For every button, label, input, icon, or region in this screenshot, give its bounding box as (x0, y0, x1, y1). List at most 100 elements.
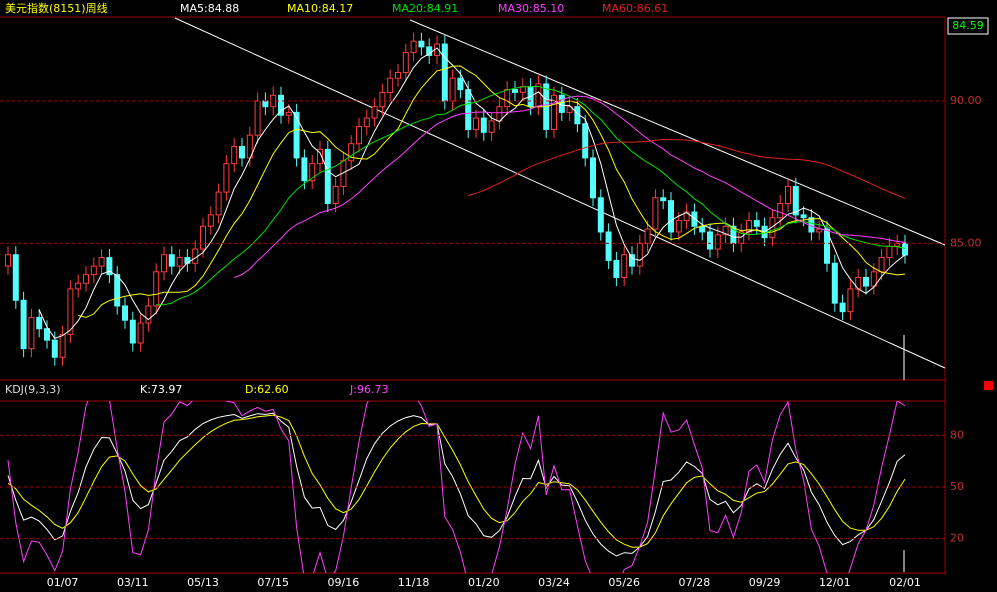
candle-body (590, 157, 596, 199)
candle-body (168, 254, 175, 267)
x-tick-label: 05/13 (187, 576, 219, 589)
candle-body (379, 91, 386, 108)
candle-body (582, 123, 589, 159)
candle-body (75, 282, 82, 290)
marker (984, 381, 993, 390)
candle-body (262, 100, 269, 108)
ma-line (38, 47, 906, 340)
candle-body (597, 197, 604, 233)
candle-body (457, 77, 464, 91)
candle-body (98, 257, 105, 267)
candle-body (44, 328, 50, 341)
x-tick-label: 09/16 (328, 576, 360, 589)
candle-body (309, 163, 316, 182)
candle-body (395, 72, 401, 79)
candle-body (418, 40, 425, 48)
candle-body (769, 217, 776, 239)
candle-body (831, 262, 838, 304)
candle-body (870, 271, 877, 287)
candle-body (699, 225, 706, 233)
candle-body (223, 163, 230, 193)
candle-body (363, 117, 370, 128)
x-tick-label: 03/11 (117, 576, 149, 589)
last-price: 84.59 (952, 19, 984, 32)
candle-body (387, 77, 394, 93)
candle-body (114, 274, 121, 307)
candle-body (551, 94, 557, 130)
candle-body (410, 40, 417, 54)
y-tick-label: 50 (950, 480, 964, 493)
trend-line (174, 17, 946, 369)
candle-body (200, 225, 206, 250)
y-tick-label: 20 (950, 532, 964, 545)
candle-body (714, 234, 721, 250)
candle-body (636, 242, 643, 267)
ma-label: MA10:84.17 (287, 2, 353, 15)
last-price-box (947, 17, 989, 35)
candle-body (28, 316, 35, 350)
candle-body (36, 316, 43, 330)
x-tick-label: 01/20 (468, 576, 500, 589)
candle-body (90, 265, 97, 276)
candle-body (668, 200, 674, 233)
candle-body (239, 146, 245, 159)
kdj-value-label: J:96.73 (349, 383, 388, 396)
candle-body (824, 228, 830, 264)
candle-body (691, 211, 698, 227)
candle-body (816, 228, 823, 233)
candle-body (847, 288, 854, 313)
candle-body (231, 146, 238, 165)
candle-body (480, 117, 487, 133)
y-tick-label: 80 (950, 428, 964, 441)
candle-body (12, 254, 19, 301)
candle-body (660, 197, 667, 202)
candle-body (153, 271, 160, 307)
candle-body (67, 288, 74, 335)
candle-body (878, 257, 885, 273)
candle-body (512, 89, 518, 93)
candle-body (629, 254, 635, 267)
x-tick-label: 01/07 (47, 576, 79, 589)
candle-body (621, 254, 628, 279)
candle-body (863, 277, 869, 287)
ma-line (156, 85, 906, 306)
candle-body (301, 157, 308, 182)
candle-body (902, 242, 908, 256)
candle-body (792, 185, 799, 216)
candle-body (176, 257, 183, 267)
kdj-line (7, 412, 906, 557)
candle-body (207, 214, 214, 227)
candle-body (722, 225, 729, 236)
candle-body (293, 111, 300, 159)
x-tick-label: 03/24 (538, 576, 570, 589)
candle-body (644, 228, 651, 244)
candle-body (504, 89, 511, 108)
candle-body (161, 254, 167, 273)
candle-body (894, 242, 901, 247)
ma-line (234, 95, 906, 279)
candle-body (59, 333, 66, 358)
candle-body (192, 248, 199, 264)
candle-body (785, 185, 791, 204)
kdj-line (7, 401, 906, 573)
price-panel (5, 32, 908, 366)
y-tick-label: 85.00 (950, 236, 982, 249)
candle-body (683, 211, 690, 222)
candle-body (51, 339, 58, 358)
x-tick-label: 11/18 (398, 576, 430, 589)
x-tick-label: 12/01 (819, 576, 851, 589)
candle-body (488, 120, 495, 133)
ma-line (468, 138, 906, 200)
candle-body (106, 257, 113, 276)
candle-body (426, 46, 433, 56)
candle-body (83, 274, 89, 284)
candle-body (5, 254, 11, 267)
candle-body (473, 117, 479, 130)
kdj-value-label: D:62.60 (245, 383, 289, 396)
x-tick-label: 07/28 (679, 576, 711, 589)
candle-body (356, 126, 362, 145)
ma-label: MA30:85.10 (498, 2, 564, 15)
candle-body (613, 259, 620, 279)
candle-body (285, 111, 292, 116)
